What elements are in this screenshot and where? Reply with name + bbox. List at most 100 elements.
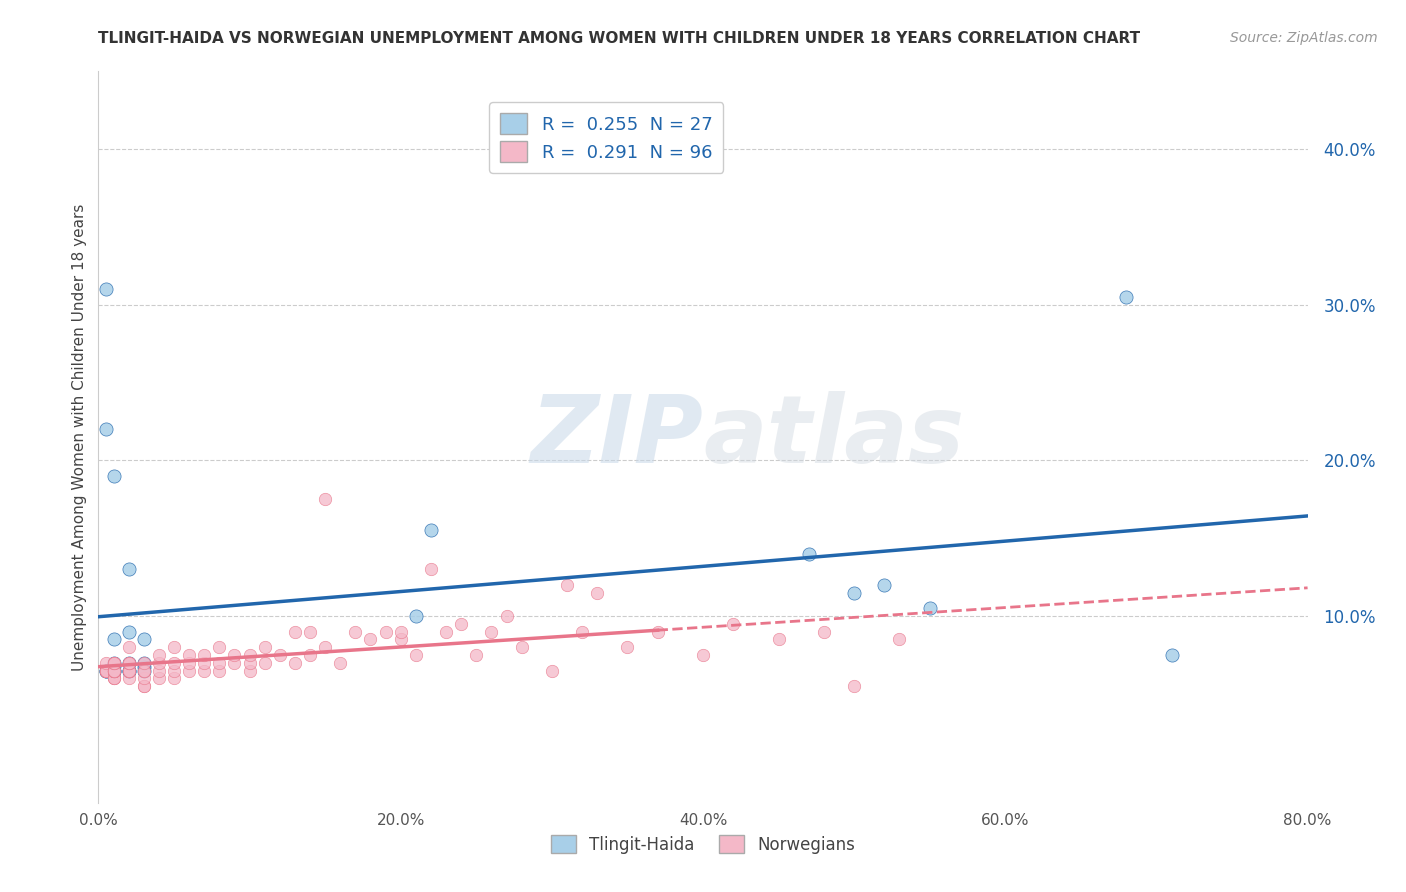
Point [299, 648, 322, 662]
Point [813, 624, 835, 639]
Point [163, 664, 186, 678]
Point [148, 671, 170, 685]
Point [495, 609, 517, 624]
Point [208, 640, 231, 655]
Point [118, 664, 141, 678]
Point [94, 664, 117, 678]
Point [132, 664, 155, 678]
Point [193, 656, 215, 670]
Point [94, 664, 117, 678]
Point [450, 616, 472, 631]
Point [481, 624, 503, 639]
Point [179, 648, 201, 662]
Point [94, 664, 117, 678]
Point [208, 664, 231, 678]
Point [179, 656, 201, 670]
Point [103, 658, 125, 673]
Point [118, 664, 141, 678]
Point [873, 578, 896, 592]
Point [314, 640, 336, 655]
Point [148, 664, 170, 678]
Point [94, 664, 117, 678]
Point [284, 624, 307, 639]
Point [723, 616, 745, 631]
Point [389, 624, 412, 639]
Text: Source: ZipAtlas.com: Source: ZipAtlas.com [1230, 31, 1378, 45]
Point [118, 671, 141, 685]
Point [224, 656, 246, 670]
Point [148, 656, 170, 670]
Point [94, 664, 117, 678]
Point [132, 632, 155, 647]
Point [420, 524, 443, 538]
Text: ZIP: ZIP [530, 391, 703, 483]
Point [571, 624, 593, 639]
Point [284, 656, 307, 670]
Point [103, 664, 125, 678]
Point [132, 660, 155, 674]
Point [132, 679, 155, 693]
Point [224, 648, 246, 662]
Legend: Tlingit-Haida, Norwegians: Tlingit-Haida, Norwegians [544, 829, 862, 860]
Point [132, 656, 155, 670]
Point [208, 656, 231, 670]
Point [374, 624, 396, 639]
Point [797, 547, 820, 561]
Point [239, 664, 262, 678]
Point [94, 282, 117, 296]
Point [163, 671, 186, 685]
Point [768, 632, 790, 647]
Point [118, 664, 141, 678]
Point [918, 601, 941, 615]
Point [103, 664, 125, 678]
Point [118, 656, 141, 670]
Point [94, 664, 117, 678]
Point [239, 656, 262, 670]
Text: TLINGIT-HAIDA VS NORWEGIAN UNEMPLOYMENT AMONG WOMEN WITH CHILDREN UNDER 18 YEARS: TLINGIT-HAIDA VS NORWEGIAN UNEMPLOYMENT … [98, 31, 1140, 46]
Point [103, 664, 125, 678]
Point [103, 656, 125, 670]
Point [163, 656, 186, 670]
Point [103, 632, 125, 647]
Point [239, 648, 262, 662]
Point [193, 664, 215, 678]
Point [344, 624, 367, 639]
Point [103, 671, 125, 685]
Point [405, 609, 427, 624]
Point [103, 664, 125, 678]
Text: atlas: atlas [703, 391, 965, 483]
Point [103, 656, 125, 670]
Point [94, 664, 117, 678]
Point [103, 664, 125, 678]
Point [103, 664, 125, 678]
Point [148, 648, 170, 662]
Point [103, 671, 125, 685]
Point [118, 656, 141, 670]
Point [420, 562, 443, 576]
Point [616, 640, 638, 655]
Y-axis label: Unemployment Among Women with Children Under 18 years: Unemployment Among Women with Children U… [72, 203, 87, 671]
Point [405, 648, 427, 662]
Point [1160, 648, 1182, 662]
Point [94, 664, 117, 678]
Point [253, 656, 276, 670]
Point [118, 562, 141, 576]
Point [94, 664, 117, 678]
Point [132, 664, 155, 678]
Point [844, 679, 866, 693]
Point [118, 624, 141, 639]
Point [118, 664, 141, 678]
Point [434, 624, 457, 639]
Point [132, 656, 155, 670]
Point [299, 624, 322, 639]
Point [103, 656, 125, 670]
Point [118, 656, 141, 670]
Point [510, 640, 533, 655]
Point [118, 656, 141, 670]
Point [647, 624, 669, 639]
Point [253, 640, 276, 655]
Point [94, 664, 117, 678]
Point [103, 671, 125, 685]
Point [540, 664, 562, 678]
Point [889, 632, 911, 647]
